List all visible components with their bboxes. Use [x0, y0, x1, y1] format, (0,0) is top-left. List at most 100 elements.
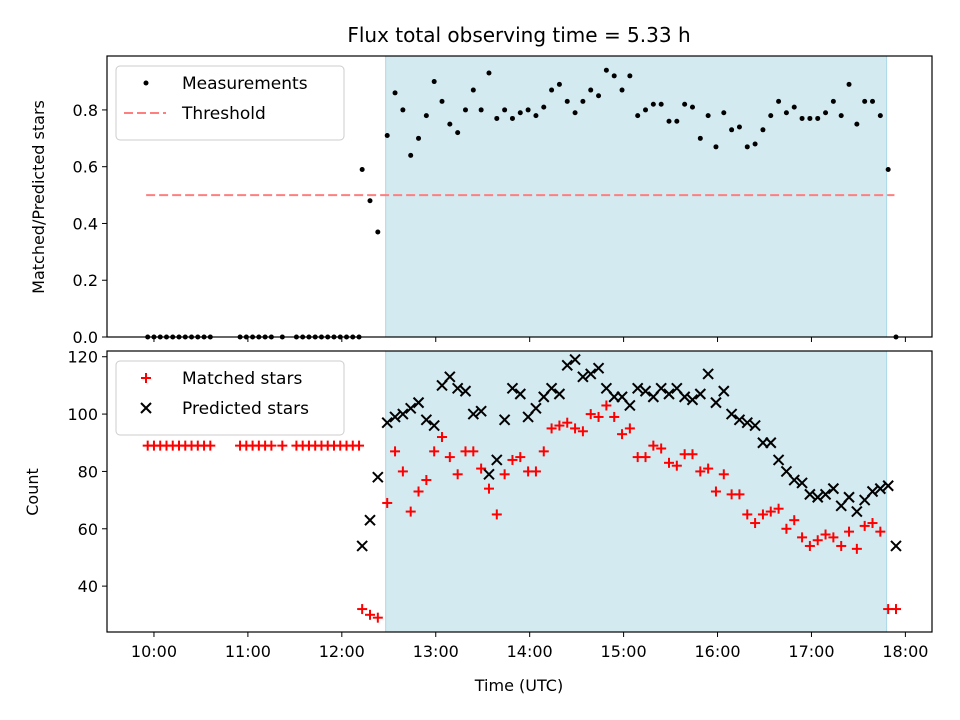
measurement-point — [862, 98, 868, 104]
measurement-point — [455, 130, 461, 136]
matched-point — [875, 526, 886, 537]
measurement-point — [408, 152, 414, 158]
bottom-panel-ylabel: Count — [23, 468, 42, 516]
matched-point — [859, 520, 870, 531]
matched-point — [789, 515, 800, 526]
x-tick-label: 18:00 — [882, 642, 928, 661]
axes-frame — [106, 55, 933, 338]
measurement-point — [392, 90, 398, 96]
legend-box — [115, 360, 345, 436]
predicted-point — [772, 454, 785, 466]
measurement-point — [830, 98, 836, 104]
predicted-point — [397, 408, 409, 420]
legend-matched-marker — [141, 373, 151, 383]
predicted-point — [702, 368, 714, 380]
predicted-point — [686, 394, 699, 406]
legend: Measurements Threshold — [115, 65, 345, 141]
matched-point — [648, 440, 659, 451]
predicted-point — [718, 385, 730, 397]
measurement-point — [815, 115, 821, 121]
matched-point — [405, 506, 416, 517]
predicted-point — [663, 388, 675, 400]
predicted-point — [639, 385, 652, 397]
legend-predicted-marker — [140, 402, 152, 414]
matched-point — [664, 457, 675, 468]
predicted-point — [585, 368, 597, 380]
series-matched-stars — [142, 400, 901, 623]
legend-measurement-marker — [143, 80, 149, 86]
predicted-point — [514, 388, 526, 400]
predicted-point — [381, 416, 393, 429]
legend-label: Measurements — [182, 74, 308, 94]
matched-point — [546, 423, 557, 434]
matched-point — [742, 509, 753, 520]
matched-point — [773, 503, 784, 514]
matched-point — [570, 423, 581, 434]
predicted-point — [561, 359, 573, 372]
measurement-point — [713, 144, 719, 150]
measurement-point — [799, 115, 805, 121]
predicted-point — [444, 371, 456, 383]
predicted-point — [890, 540, 902, 552]
x-axis-label: Time (UTC) — [474, 676, 563, 695]
predicted-point — [741, 416, 753, 429]
matched-point — [710, 486, 721, 497]
matched-point — [687, 449, 698, 460]
predicted-point — [577, 371, 589, 383]
matched-point — [429, 446, 440, 457]
measurement-point — [697, 135, 703, 141]
matched-point — [640, 452, 651, 463]
predicted-point — [483, 468, 495, 481]
measurement-point — [744, 144, 750, 150]
matched-point — [828, 532, 839, 543]
predicted-point — [545, 382, 558, 394]
x-tick-label: 14:00 — [507, 642, 553, 661]
measurement-point — [416, 135, 422, 141]
measurement-point — [400, 107, 406, 113]
measurement-point — [470, 87, 476, 93]
predicted-point — [412, 396, 425, 409]
ratio-panel: 0.0 0.2 0.4 0.6 0.8 Measurements Threshold — [73, 55, 933, 347]
axes-frame — [106, 350, 933, 633]
matched-point — [530, 466, 541, 477]
legend: Matched stars Predicted stars — [115, 360, 345, 436]
measurement-point — [736, 124, 742, 130]
predicted-point — [812, 491, 824, 503]
matched-point — [577, 426, 588, 437]
matched-point — [357, 604, 368, 615]
predicted-point — [364, 514, 376, 526]
measurement-point — [877, 113, 883, 119]
matched-point — [277, 440, 288, 451]
x-tick-label: 13:00 — [413, 642, 459, 661]
matched-point — [820, 529, 831, 540]
x-tick-label: 12:00 — [319, 642, 365, 661]
measurement-point — [627, 73, 633, 79]
matched-point — [601, 400, 612, 411]
predicted-point — [788, 474, 800, 486]
predicted-point — [592, 362, 605, 374]
legend-label: Predicted stars — [182, 399, 309, 419]
measurement-point — [885, 167, 891, 173]
measurement-point — [431, 79, 437, 85]
series-predicted-stars — [356, 353, 902, 552]
predicted-point — [655, 382, 667, 394]
measurement-point — [643, 107, 649, 113]
matched-point — [671, 460, 682, 471]
predicted-point — [874, 482, 887, 495]
matched-point — [734, 489, 745, 500]
matched-point — [364, 609, 375, 620]
matched-point — [617, 429, 628, 440]
measurement-point — [603, 67, 609, 73]
measurement-point — [588, 87, 594, 93]
legend-box — [115, 65, 345, 141]
matched-point — [468, 446, 479, 457]
matched-point — [266, 440, 277, 451]
matched-point — [491, 509, 502, 520]
measurement-point — [556, 81, 562, 87]
predicted-point — [882, 480, 894, 492]
predicted-point — [475, 405, 487, 417]
measurement-point — [439, 98, 445, 104]
matched-point — [205, 440, 216, 451]
measurement-point — [447, 121, 453, 127]
